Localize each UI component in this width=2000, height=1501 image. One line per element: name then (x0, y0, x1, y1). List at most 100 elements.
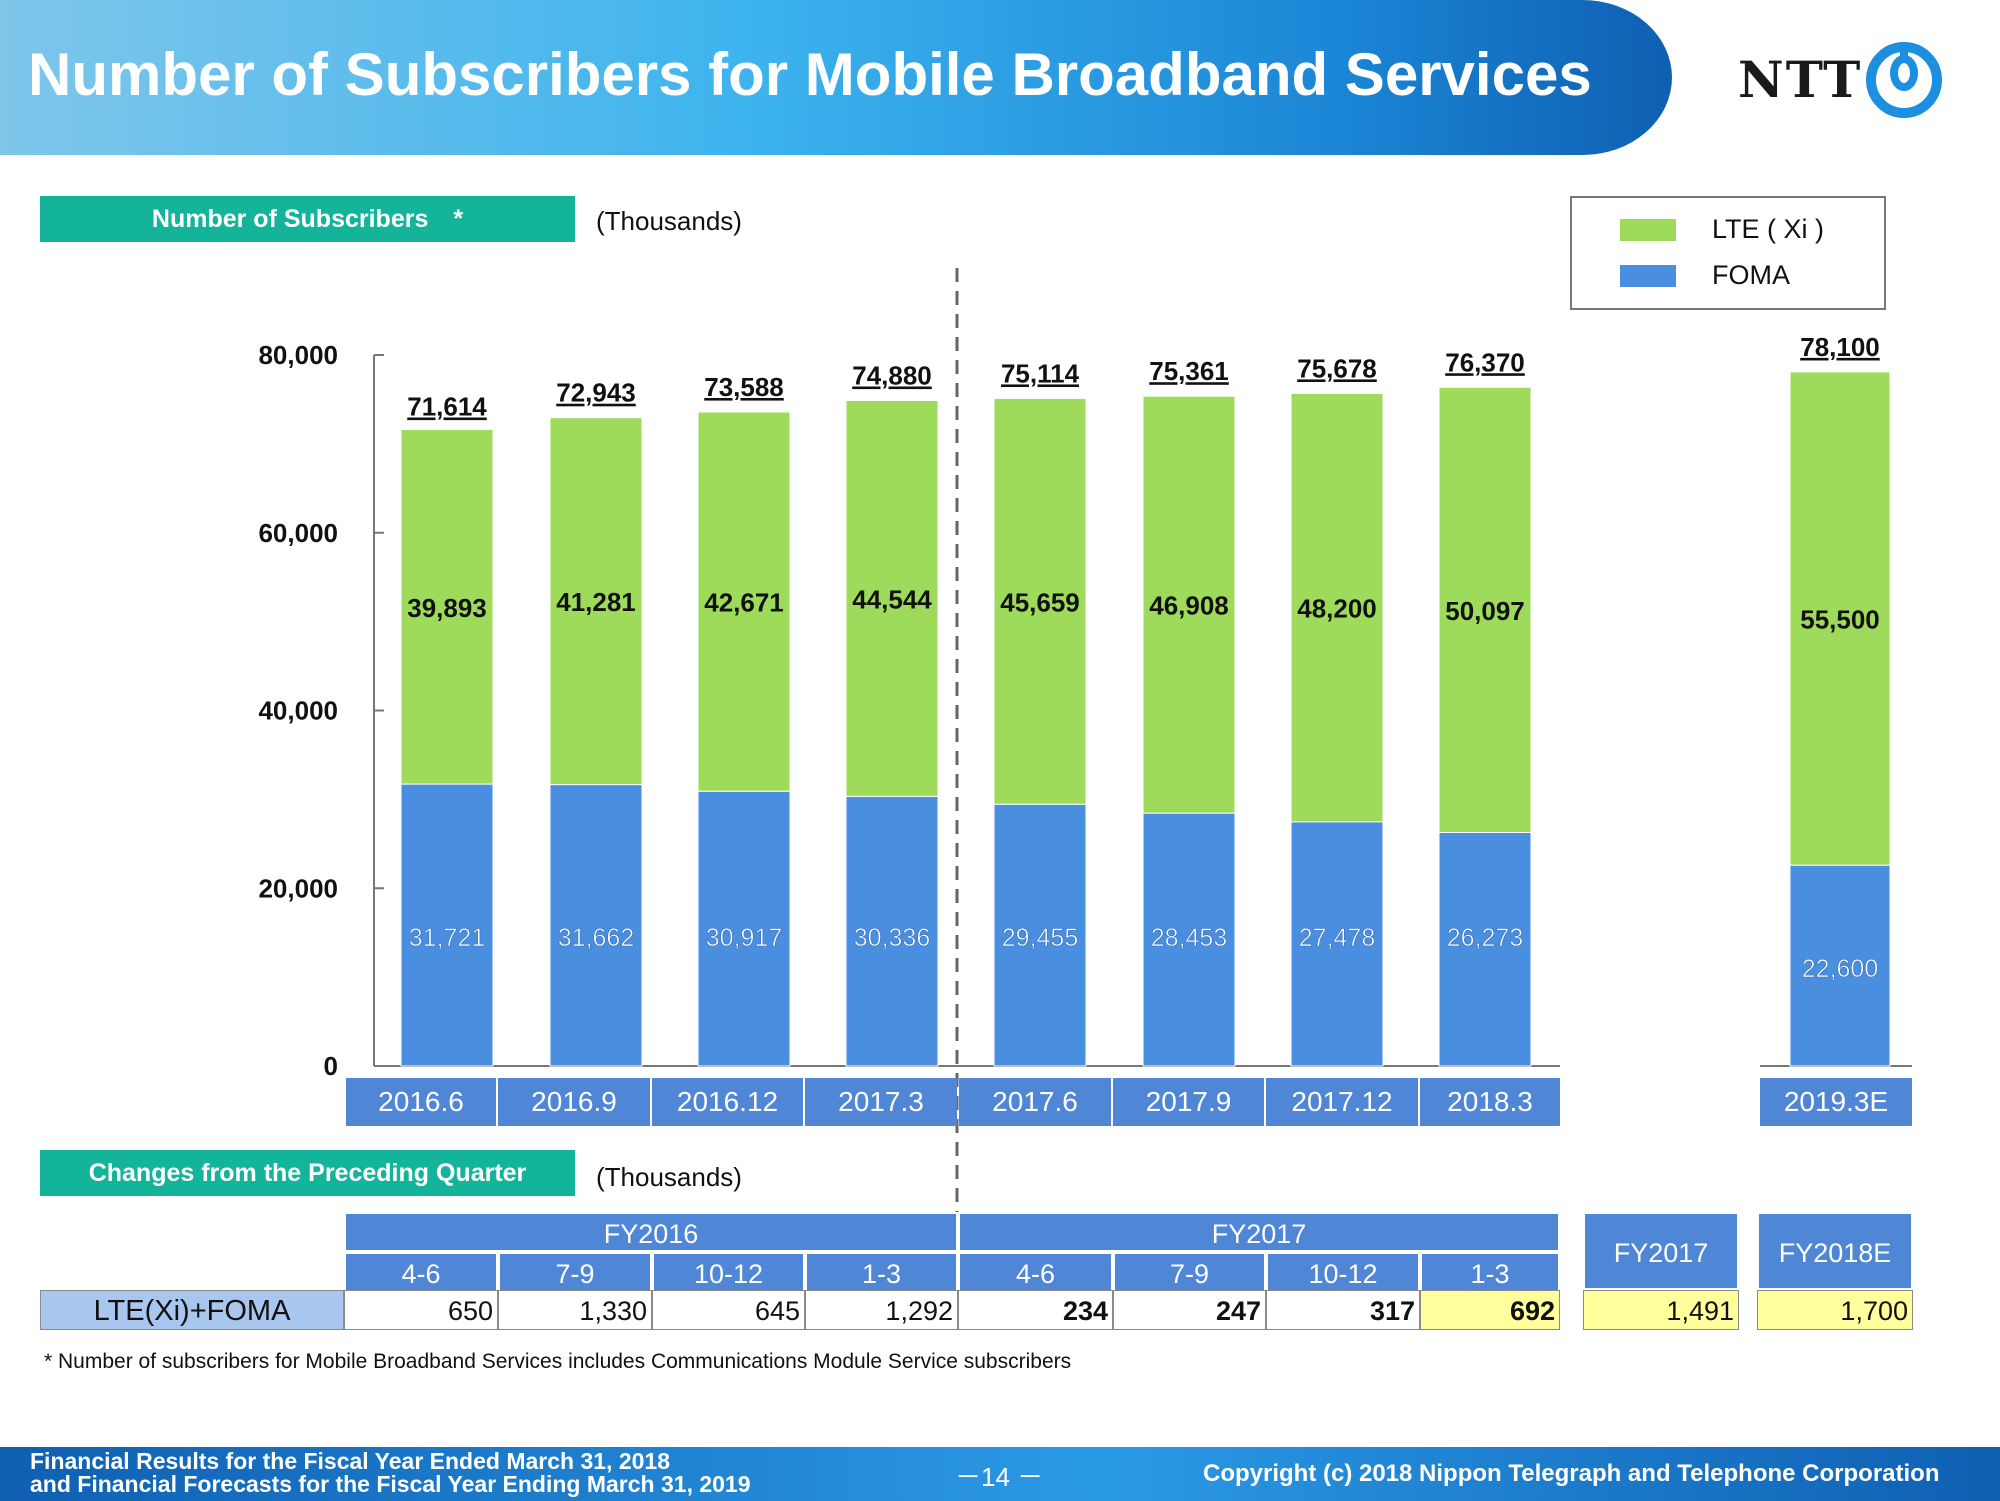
data-label-foma: 26,273 (1447, 924, 1523, 952)
category-label: 2018.3 (1420, 1078, 1560, 1126)
bar-lte (1789, 371, 1891, 866)
data-label-foma: 30,336 (854, 924, 930, 952)
ntt-logo-text: NTT (1738, 50, 1863, 109)
data-label-total: 73,588 (704, 372, 784, 402)
data-label-foma: 27,478 (1299, 924, 1375, 952)
changes-section-tag: Changes from the Preceding Quarter (40, 1150, 575, 1196)
bar-lte (400, 429, 494, 785)
subscribers-section-tag: Number of Subscribers * (40, 196, 575, 242)
fy-group-header: FY2017 (958, 1212, 1560, 1252)
quarter-change-value: 650 (344, 1290, 498, 1330)
data-label-lte: 45,659 (1000, 587, 1080, 617)
data-label-total: 71,614 (407, 392, 487, 422)
category-label: 2017.6 (959, 1078, 1111, 1126)
data-label-lte: 50,097 (1445, 596, 1525, 626)
footer-band (0, 1447, 2000, 1501)
row-label: LTE(Xi)+FOMA (40, 1290, 344, 1330)
bar-foma (1789, 864, 1891, 1067)
page-number: －14 － (955, 1462, 1044, 1492)
bar-lte (697, 411, 791, 792)
y-tick-label: 40,000 (258, 696, 338, 726)
data-label-total: 74,880 (852, 361, 932, 391)
header-band (0, 0, 1672, 155)
quarter-change-value: 317 (1266, 1290, 1420, 1330)
data-label-foma: 30,917 (706, 924, 782, 952)
quarter-header: 10-12 (652, 1252, 805, 1292)
legend-swatch-foma (1620, 265, 1676, 287)
data-label-lte: 39,893 (407, 593, 487, 623)
data-label-lte: 42,671 (704, 588, 784, 618)
category-label: 2016.12 (652, 1078, 803, 1126)
quarter-header: 7-9 (498, 1252, 652, 1292)
annual-change-value: 1,491 (1583, 1290, 1739, 1330)
category-label: 2016.6 (346, 1078, 496, 1126)
legend-swatch-lte (1620, 219, 1676, 241)
quarter-change-value: 247 (1113, 1290, 1266, 1330)
data-label-total: 75,114 (1001, 358, 1080, 388)
quarter-change-value: 1,292 (805, 1290, 958, 1330)
annual-header: FY2018E (1757, 1212, 1913, 1290)
subscribers-unit-label: (Thousands) (596, 206, 742, 236)
changes-unit-label: (Thousands) (596, 1162, 742, 1192)
data-label-total: 76,370 (1445, 347, 1525, 377)
data-label-lte: 44,544 (852, 584, 932, 614)
data-label-total: 75,361 (1149, 356, 1229, 386)
data-label-foma: 22,600 (1802, 955, 1878, 983)
fy-group-header: FY2016 (344, 1212, 958, 1252)
bar-lte (1438, 386, 1532, 833)
y-tick-label: 0 (324, 1051, 338, 1081)
bar-lte (845, 400, 939, 797)
annual-header: FY2017 (1583, 1212, 1739, 1290)
quarter-header: 1-3 (805, 1252, 958, 1292)
category-label: 2017.9 (1113, 1078, 1264, 1126)
data-label-foma: 29,455 (1002, 924, 1078, 952)
data-label-total: 75,678 (1297, 353, 1377, 383)
copyright: Copyright (c) 2018 Nippon Telegraph and … (1203, 1460, 1940, 1487)
data-label-lte: 46,908 (1149, 591, 1229, 621)
footer-line-1: Financial Results for the Fiscal Year En… (30, 1448, 671, 1474)
category-label: 2017.3 (805, 1078, 957, 1126)
data-label-lte: 41,281 (556, 587, 636, 617)
data-label-total: 78,100 (1800, 332, 1880, 362)
quarter-change-value: 234 (958, 1290, 1113, 1330)
bar-foma (549, 784, 643, 1067)
category-label: 2017.12 (1266, 1078, 1418, 1126)
quarter-header: 4-6 (958, 1252, 1113, 1292)
category-label: 2019.3E (1760, 1078, 1912, 1126)
y-tick-label: 80,000 (258, 340, 338, 370)
data-label-foma: 31,721 (409, 924, 485, 952)
quarter-header: 7-9 (1113, 1252, 1266, 1292)
data-label-foma: 28,453 (1151, 924, 1227, 952)
legend-label-foma: FOMA (1712, 260, 1790, 290)
category-label: 2016.9 (498, 1078, 650, 1126)
quarter-change-value: 645 (652, 1290, 805, 1330)
quarter-change-value: 692 (1420, 1290, 1560, 1330)
quarter-header: 4-6 (344, 1252, 498, 1292)
quarter-change-value: 1,330 (498, 1290, 652, 1330)
chart-legend: LTE ( Xi ) FOMA (1570, 196, 1886, 310)
bar-foma (400, 783, 494, 1067)
bar-lte (1290, 392, 1384, 823)
quarter-header: 1-3 (1420, 1252, 1560, 1292)
data-label-lte: 55,500 (1800, 605, 1880, 635)
quarter-header: 10-12 (1266, 1252, 1420, 1292)
legend-label-lte: LTE ( Xi ) (1712, 214, 1825, 244)
data-label-foma: 31,662 (558, 924, 634, 952)
bar-lte (993, 397, 1087, 805)
bar-foma (697, 790, 791, 1067)
bar-foma (1438, 831, 1532, 1067)
data-label-lte: 48,200 (1297, 594, 1377, 624)
bar-foma (1290, 821, 1384, 1067)
page-title: Number of Subscribers for Mobile Broadba… (28, 41, 1592, 108)
data-label-total: 72,943 (556, 378, 636, 408)
annual-change-value: 1,700 (1757, 1290, 1913, 1330)
bar-lte (1142, 395, 1236, 814)
ntt-logo-icon (1866, 42, 1942, 118)
bar-lte (549, 417, 643, 786)
bar-foma (1142, 812, 1236, 1067)
y-tick-label: 20,000 (258, 873, 338, 903)
y-tick-label: 60,000 (258, 518, 338, 548)
bar-foma (845, 795, 939, 1067)
footer-line-2: and Financial Forecasts for the Fiscal Y… (30, 1471, 751, 1497)
